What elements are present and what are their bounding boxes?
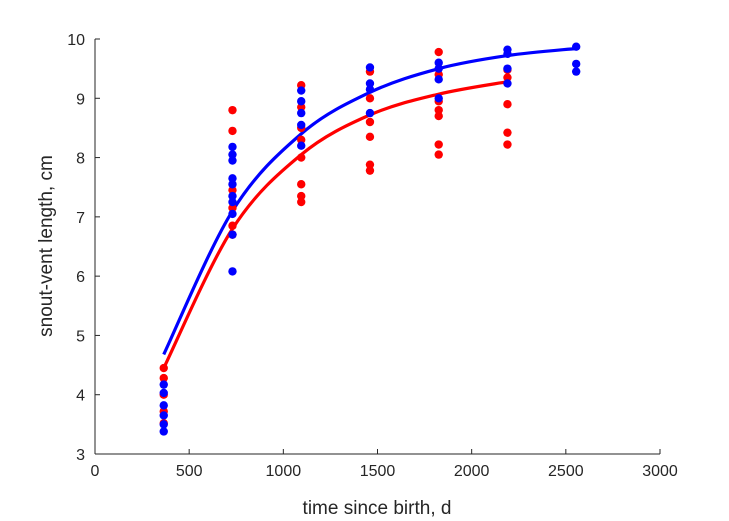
data-point-series-1 (297, 86, 306, 95)
data-point-series-1 (159, 401, 168, 410)
data-point-series-0 (503, 73, 512, 82)
data-point-series-1 (571, 59, 581, 69)
data-point-series-1 (159, 420, 168, 429)
data-point-series-0 (434, 140, 443, 149)
data-point-series-1 (228, 150, 237, 159)
x-axis-label: time since birth, d (303, 498, 452, 519)
x-tick-label: 3000 (642, 463, 678, 480)
data-point-series-0 (228, 203, 237, 213)
data-point-series-1 (297, 120, 306, 130)
data-point-series-1 (228, 267, 237, 276)
data-point-series-0 (228, 126, 237, 136)
y-tick-label: 5 (76, 328, 85, 345)
y-tick-label: 8 (76, 151, 85, 168)
data-point-series-1 (434, 58, 443, 67)
data-point-series-1 (228, 191, 237, 201)
y-tick-label: 7 (76, 210, 85, 227)
data-point-series-1 (228, 174, 237, 183)
data-point-series-1 (228, 180, 237, 189)
data-point-series-1 (228, 230, 237, 239)
data-point-series-0 (228, 105, 237, 115)
y-tick-label: 10 (67, 32, 85, 49)
data-point-series-0 (503, 128, 512, 137)
data-points (159, 42, 581, 436)
data-point-series-0 (365, 94, 375, 103)
data-point-series-1 (159, 427, 168, 436)
data-point-series-1 (365, 85, 375, 94)
data-point-series-0 (365, 160, 375, 169)
y-tick-label: 3 (76, 447, 85, 464)
data-point-series-1 (228, 197, 237, 207)
data-point-series-1 (365, 63, 375, 72)
data-point-series-1 (571, 67, 581, 76)
data-point-series-1 (228, 209, 237, 219)
axes (94, 39, 660, 455)
data-point-series-0 (434, 105, 443, 115)
data-point-series-1 (297, 97, 306, 106)
data-point-series-1 (365, 108, 375, 118)
data-point-series-1 (159, 411, 168, 420)
data-point-series-1 (503, 79, 512, 88)
data-point-series-0 (159, 363, 168, 373)
data-point-series-1 (297, 108, 306, 118)
data-point-series-0 (297, 180, 306, 189)
ticks: 0 500 1000 1500 2000 2500 3000 3 4 5 6 7 8 9 10 (67, 32, 678, 480)
data-point-series-0 (434, 47, 443, 57)
y-tick-label: 4 (76, 388, 85, 405)
x-tick-label: 1500 (360, 463, 396, 480)
x-tick-label: 2500 (548, 463, 584, 480)
data-point-series-1 (503, 64, 512, 73)
data-point-series-1 (228, 156, 237, 165)
data-point-series-1 (503, 49, 512, 59)
data-point-series-1 (434, 64, 443, 73)
data-point-series-1 (434, 94, 443, 103)
data-point-series-0 (297, 153, 306, 162)
y-tick-label: 6 (76, 269, 85, 286)
x-tick-label: 0 (91, 463, 100, 480)
y-tick-label: 9 (76, 91, 85, 108)
data-point-series-0 (159, 373, 168, 383)
data-point-series-0 (503, 140, 512, 149)
data-point-series-0 (297, 191, 306, 201)
y-axis-label: snout-vent length, cm (36, 155, 57, 337)
data-point-series-0 (365, 117, 375, 127)
data-point-series-0 (297, 197, 306, 207)
x-tick-label: 2000 (454, 463, 490, 480)
data-point-series-1 (159, 388, 168, 398)
data-point-series-0 (228, 185, 237, 195)
data-point-series-0 (228, 221, 237, 230)
data-point-series-0 (434, 150, 443, 159)
data-point-series-1 (159, 380, 168, 389)
fit-curve-0 (162, 80, 508, 369)
data-point-series-0 (365, 166, 375, 175)
data-point-series-0 (365, 132, 375, 142)
data-point-series-0 (297, 135, 306, 144)
data-point-series-1 (228, 142, 237, 152)
data-point-series-1 (434, 75, 443, 84)
data-point-series-0 (434, 111, 443, 121)
data-point-series-1 (365, 79, 375, 88)
x-tick-label: 500 (176, 463, 203, 480)
x-tick-label: 1000 (266, 463, 302, 480)
data-point-series-1 (297, 141, 306, 150)
data-point-series-0 (503, 100, 512, 109)
data-point-series-1 (571, 42, 581, 51)
data-point-series-0 (297, 102, 306, 112)
